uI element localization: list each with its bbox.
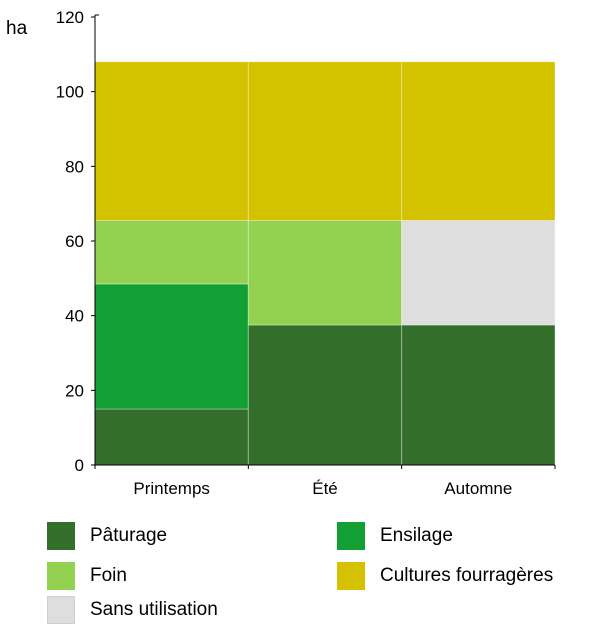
x-tick-label: Automne xyxy=(444,479,512,498)
bar-segment-cultures-fourrageres-printemps xyxy=(94,61,249,221)
y-tick-label: 20 xyxy=(65,381,84,400)
x-tick-label: Printemps xyxy=(133,479,210,498)
y-tick-label: 40 xyxy=(65,307,84,326)
bar-segment-foin-printemps xyxy=(94,219,249,285)
y-axis-label: ha xyxy=(6,18,28,39)
bar-segment-paturage-ete xyxy=(247,324,403,466)
y-tick-label: 80 xyxy=(65,157,84,176)
bar-segment-paturage-automne xyxy=(401,324,556,466)
y-tick-label: 0 xyxy=(75,456,84,475)
bar-segment-foin-ete xyxy=(247,219,403,326)
bar-segment-cultures-fourrageres-ete xyxy=(247,61,403,221)
bar-segment-paturage-printemps xyxy=(94,408,249,466)
chart-axes: 0 20 40 60 80 100 120 Printemps Été Automne xyxy=(56,8,556,498)
x-tick-label: Été xyxy=(312,479,338,498)
chart-bars xyxy=(94,61,556,466)
y-tick-label: 120 xyxy=(56,8,84,27)
y-tick-label: 60 xyxy=(65,232,84,251)
bar-segment-sans-utilisation-automne xyxy=(401,219,556,326)
bar-segment-cultures-fourrageres-automne xyxy=(401,61,556,221)
y-tick-label: 100 xyxy=(56,83,84,102)
bar-segment-ensilage-printemps xyxy=(94,283,249,410)
